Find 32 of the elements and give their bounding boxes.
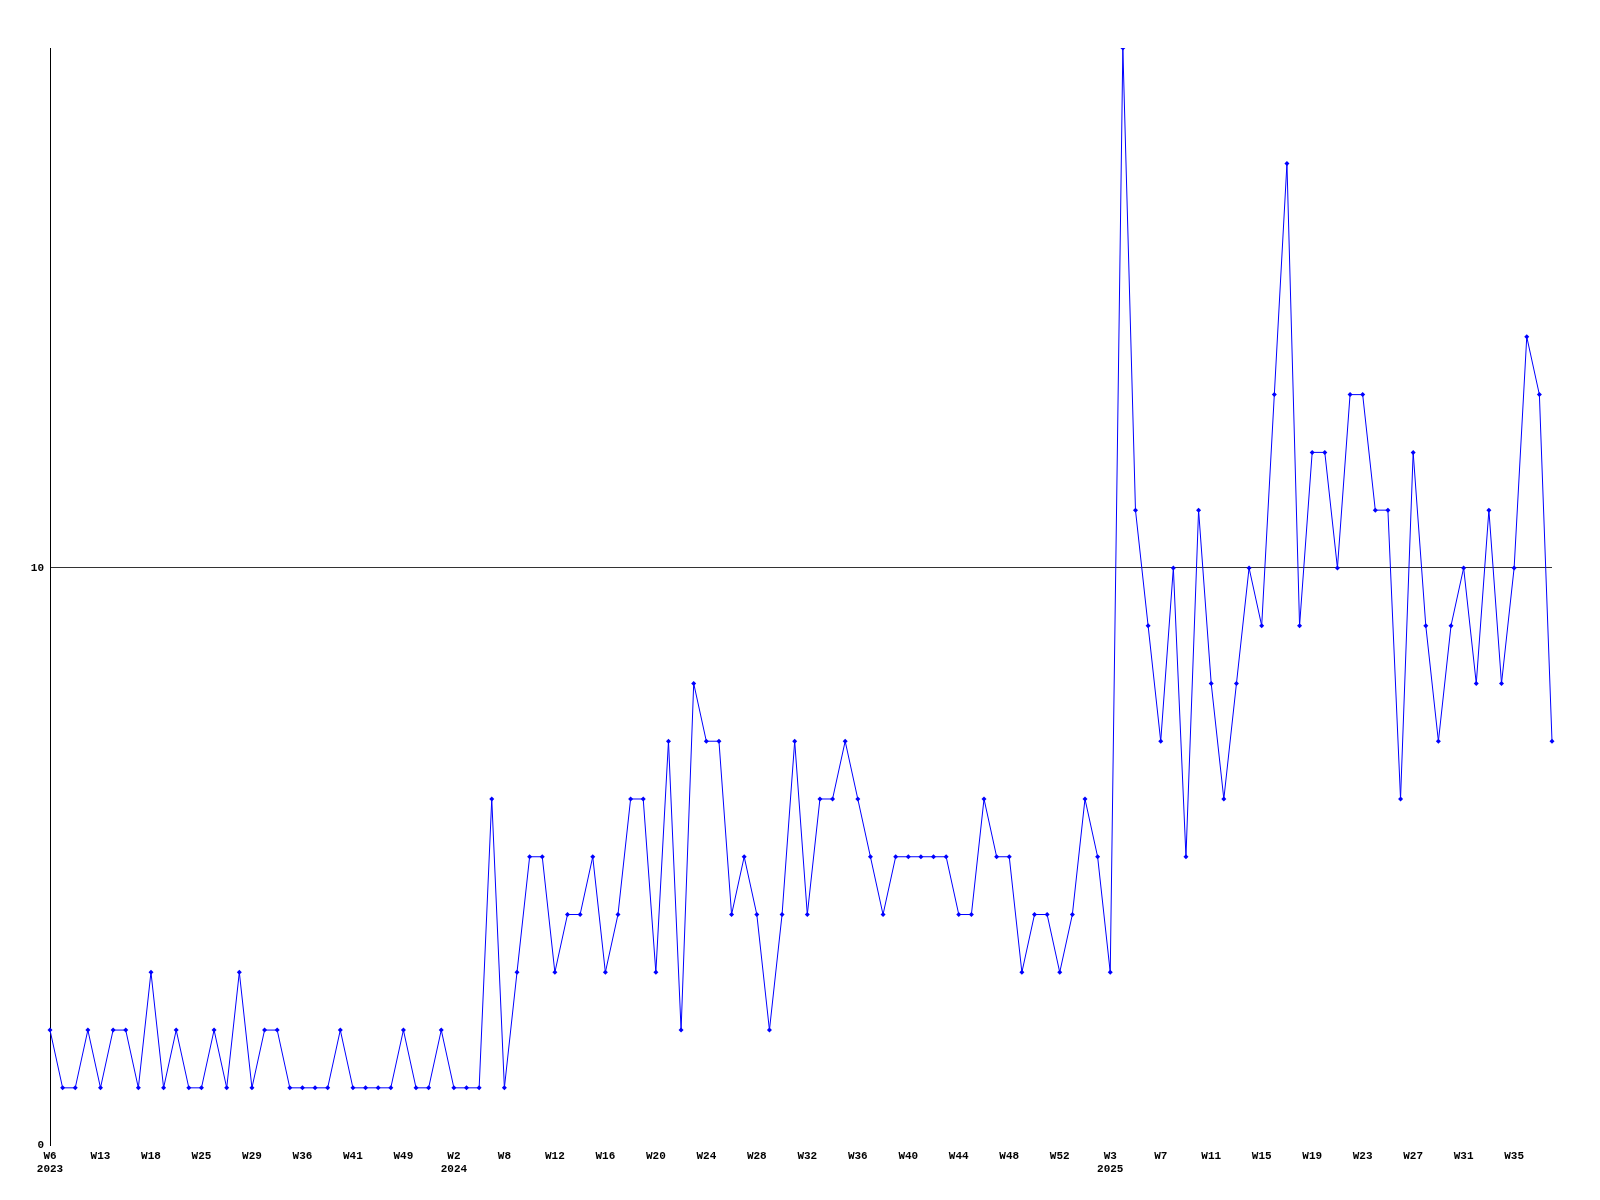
x-tick-label: W23 [1352, 1149, 1373, 1162]
x-tick-label: W32 [797, 1149, 818, 1162]
x-tick-label: W44 [948, 1149, 970, 1162]
x-tick-label: W35 [1504, 1149, 1525, 1162]
x-tick-label: W6 2023 [36, 1149, 64, 1176]
x-tick-label: W13 [90, 1149, 111, 1162]
x-tick-label: W41 [343, 1149, 364, 1162]
x-tick-label: W28 [746, 1149, 768, 1162]
x-tick-label: W7 [1154, 1149, 1168, 1162]
x-tick-label: W12 [544, 1149, 565, 1162]
x-tick-label: W16 [595, 1149, 616, 1162]
x-tick-label: W40 [898, 1149, 919, 1162]
x-tick-label: W25 [191, 1149, 212, 1162]
x-tick-label: W48 [999, 1149, 1020, 1162]
x-tick-label: W36 [292, 1149, 313, 1162]
x-tick-label: W3 2025 [1097, 1149, 1124, 1176]
y-tick-label: 0 [37, 1139, 44, 1152]
x-tick-label: W2 2024 [440, 1149, 468, 1176]
x-tick-label: W19 [1302, 1149, 1323, 1162]
x-tick-label: W27 [1403, 1149, 1424, 1162]
x-tick-label: W36 [847, 1149, 868, 1162]
x-tick-label: W52 [1049, 1149, 1070, 1162]
x-tick-label: W29 [242, 1149, 262, 1162]
x-tick-label: W18 [141, 1149, 162, 1162]
x-tick-label: W31 [1453, 1149, 1474, 1162]
x-tick-label: W11 [1201, 1149, 1222, 1162]
x-tick-label: W15 [1251, 1149, 1272, 1162]
x-tick-label: W20 [645, 1149, 666, 1162]
y-tick-label: 10 [30, 561, 44, 574]
x-tick-label: W24 [696, 1149, 717, 1162]
x-tick-label: W8 [497, 1149, 512, 1162]
x-tick-label: W49 [393, 1149, 414, 1162]
